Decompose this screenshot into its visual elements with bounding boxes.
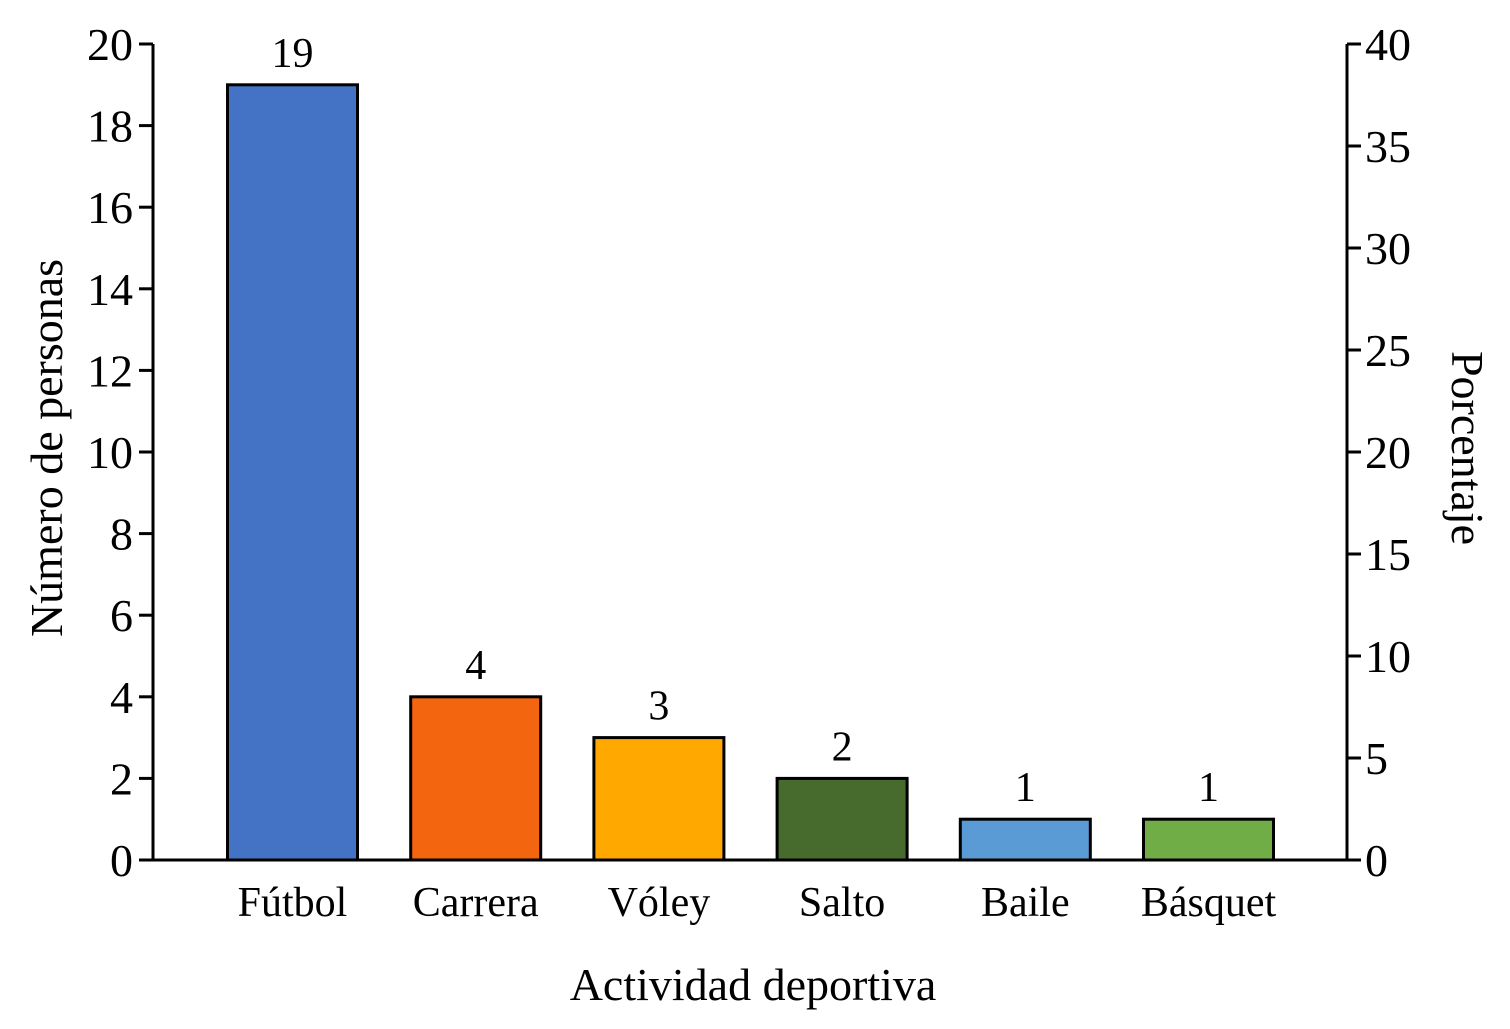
y-tick-label: 16 (87, 182, 133, 233)
category-label-5: Básquet (1141, 880, 1277, 926)
bar-4 (958, 817, 1092, 862)
category-label-0: Fútbol (238, 880, 348, 926)
bar-0 (226, 83, 359, 862)
y-axis-title: Número de personas (21, 259, 72, 637)
data-label-1: 4 (465, 643, 486, 689)
y2-tick-label: 40 (1365, 19, 1411, 70)
y2-tick-label: 25 (1365, 325, 1411, 376)
category-label-4: Baile (981, 880, 1070, 926)
bar-1 (409, 695, 543, 862)
data-label-0: 19 (272, 31, 314, 77)
y-tick-label: 10 (87, 427, 133, 478)
y2-tick-label: 35 (1365, 121, 1411, 172)
bar-5 (1142, 817, 1275, 862)
y2-tick-label: 20 (1365, 427, 1411, 478)
y-tick-label: 18 (87, 101, 133, 152)
y-tick-label: 6 (110, 590, 133, 641)
category-label-3: Salto (799, 880, 885, 926)
bar-3 (775, 776, 909, 862)
y2-tick-label: 15 (1365, 529, 1411, 580)
labels-layer: 19 Fútbol 4 Carrera 3 Vóley 2 Salto 1 Baile 1 Básqu… (238, 31, 1277, 926)
data-label-5: 1 (1198, 765, 1219, 811)
y2-tick-label: 0 (1365, 835, 1388, 886)
y-tick-label: 14 (87, 264, 133, 315)
category-label-1: Carrera (413, 880, 539, 926)
y-tick-label: 12 (87, 345, 133, 396)
y2-tick-label: 10 (1365, 631, 1411, 682)
y2-tick-label: 5 (1365, 733, 1388, 784)
y-tick-label: 2 (110, 753, 133, 804)
data-label-4: 1 (1015, 765, 1036, 811)
y-tick-label: 0 (110, 835, 133, 886)
y2-axis-title: Porcentaje (1442, 351, 1493, 545)
y-tick-label: 8 (110, 509, 133, 560)
data-label-3: 2 (832, 724, 853, 770)
y2-tick-label: 30 (1365, 223, 1411, 274)
x-axis-title: Actividad deportiva (570, 959, 937, 1010)
bars-layer (226, 83, 1275, 862)
data-label-2: 3 (648, 684, 669, 730)
bar-2 (592, 736, 726, 862)
y-tick-label: 4 (110, 672, 133, 723)
category-label-2: Vóley (608, 880, 711, 926)
y-tick-label: 20 (87, 19, 133, 70)
